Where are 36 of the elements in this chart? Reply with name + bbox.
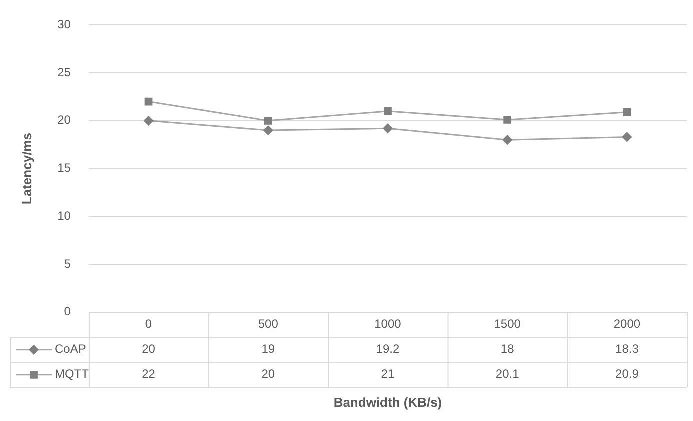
- point: [144, 116, 154, 126]
- data-label: 19: [262, 342, 276, 356]
- point: [502, 135, 512, 145]
- data-label: 22: [142, 367, 156, 382]
- data-label: 20.1: [496, 367, 520, 382]
- point: [623, 108, 632, 116]
- x-tick-label: 2000: [614, 317, 641, 332]
- point: [144, 98, 153, 106]
- data-label: 18: [500, 342, 515, 356]
- y-tick-label: 30: [58, 18, 72, 32]
- y-tick-label: 20: [58, 113, 72, 128]
- data-label: 20: [262, 367, 276, 382]
- x-tick-label: 1500: [494, 317, 522, 332]
- point: [622, 132, 632, 142]
- data-label: 20: [142, 342, 156, 356]
- data-label: 21: [381, 367, 395, 382]
- point: [264, 117, 272, 125]
- y-tick-label: 10: [58, 208, 72, 223]
- data-label: 20.9: [616, 367, 640, 382]
- y-tick-label: 5: [64, 256, 72, 271]
- x-tick-label: 500: [258, 317, 279, 332]
- x-axis-title: Bandwidth (KB/s): [334, 394, 442, 410]
- legend-label: MQTT: [55, 367, 90, 382]
- point: [504, 116, 512, 124]
- point: [384, 107, 392, 116]
- y-tick-label: 15: [58, 161, 72, 176]
- x-tick-label: 1000: [374, 317, 402, 332]
- legend-label: CoAP: [55, 342, 86, 356]
- point: [264, 126, 274, 136]
- y-tick-label: 0: [64, 304, 72, 319]
- data-label: 18.3: [616, 342, 640, 356]
- data-label: 19.2: [376, 342, 400, 356]
- y-axis-title: Latency/ms: [19, 133, 34, 205]
- x-tick-label: 0: [145, 317, 152, 332]
- y-tick-label: 25: [58, 65, 72, 80]
- point: [383, 124, 393, 134]
